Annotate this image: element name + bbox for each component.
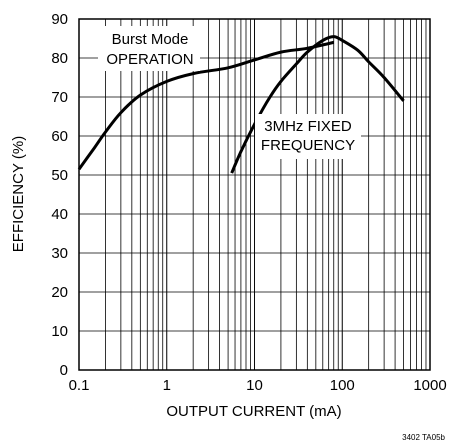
x-tick-label: 100 xyxy=(330,377,355,394)
y-axis-label: EFFICIENCY (%) xyxy=(10,136,27,252)
y-tick-label: 20 xyxy=(51,284,68,301)
plot-frame xyxy=(78,18,431,371)
y-tick-label: 40 xyxy=(51,206,68,223)
curve-burst-mode xyxy=(77,40,335,171)
y-tick-label: 50 xyxy=(51,167,68,184)
annotations: Burst Mode OPERATION 3MHz FIXED FREQUENC… xyxy=(98,26,361,159)
x-tick-label: 1000 xyxy=(413,377,446,394)
x-axis-label: OUTPUT CURRENT (mA) xyxy=(166,403,341,420)
y-tick-label: 80 xyxy=(51,50,68,67)
annotation-operation: OPERATION xyxy=(106,51,193,68)
annotation-3mhz-fixed: 3MHz FIXED xyxy=(264,118,352,135)
y-tick-label: 30 xyxy=(51,245,68,262)
y-tick-label: 60 xyxy=(51,128,68,145)
annotation-fixed-bg xyxy=(255,114,361,159)
annotation-frequency: FREQUENCY xyxy=(261,137,355,154)
y-tick-label: 90 xyxy=(51,11,68,28)
x-tick-label: 10 xyxy=(246,377,263,394)
figure-code: 3402 TA05b xyxy=(402,433,445,442)
x-tick-label: 1 xyxy=(163,377,171,394)
y-tick-label: 10 xyxy=(51,323,68,340)
y-tick-label: 0 xyxy=(60,362,68,379)
x-tick-label: 0.1 xyxy=(69,377,90,394)
y-tick-label: 70 xyxy=(51,89,68,106)
grid xyxy=(79,19,430,370)
tick-labels: 0.1 1 10 100 1000 0 10 20 30 40 50 60 70 80 90 xyxy=(51,11,446,394)
annotation-burst-bg xyxy=(98,26,200,71)
annotation-burst-mode: Burst Mode xyxy=(112,31,189,48)
